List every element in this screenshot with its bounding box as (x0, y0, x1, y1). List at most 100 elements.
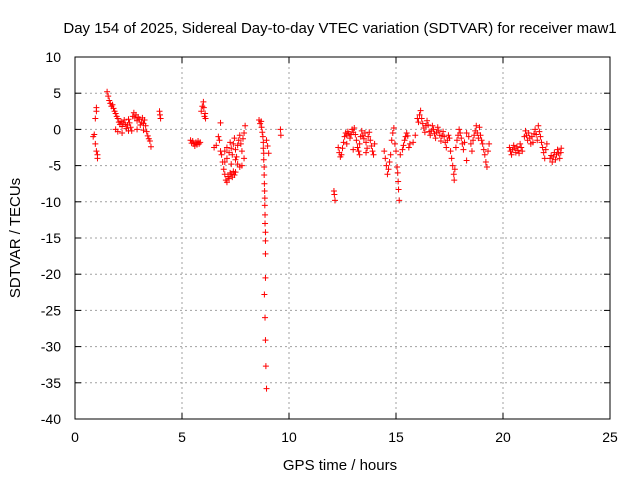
data-point (417, 107, 424, 114)
data-point (532, 126, 539, 133)
data-point (264, 143, 271, 150)
data-point (391, 140, 398, 147)
data-point (558, 145, 565, 152)
data-point (262, 220, 269, 227)
data-point (395, 178, 402, 185)
data-point (277, 126, 284, 133)
data-point (262, 237, 269, 244)
data-point (432, 135, 439, 142)
y-axis-label: SDTVAR / TECUs (7, 178, 24, 298)
data-point (339, 145, 346, 152)
data-point (92, 140, 99, 147)
data-point (429, 122, 436, 129)
data-point (508, 151, 515, 158)
data-point (450, 171, 457, 178)
data-point (542, 146, 549, 153)
data-point (361, 130, 368, 137)
data-point (147, 143, 154, 150)
data-point (456, 126, 463, 133)
data-point (400, 142, 407, 149)
data-point (106, 97, 113, 104)
data-point (241, 155, 248, 162)
data-point (119, 123, 126, 130)
data-point (262, 314, 269, 321)
data-point (261, 291, 268, 298)
data-point (144, 132, 151, 139)
data-point (419, 120, 426, 127)
data-point (406, 140, 413, 147)
data-point (355, 148, 362, 155)
data-point (125, 116, 132, 123)
data-point (202, 110, 209, 117)
data-point (112, 110, 119, 117)
data-point (525, 130, 532, 137)
data-point (352, 131, 359, 138)
data-point (260, 156, 267, 163)
data-point (241, 130, 248, 137)
data-point (440, 128, 447, 135)
x-tick-label: 5 (178, 429, 186, 445)
y-tick-label: -25 (41, 302, 61, 318)
data-point (200, 104, 207, 111)
data-point (262, 363, 269, 370)
data-point (259, 133, 266, 140)
data-point (554, 146, 561, 153)
data-point (441, 133, 448, 140)
data-point (261, 180, 268, 187)
data-point (263, 137, 270, 144)
data-point (404, 132, 411, 139)
data-point (363, 149, 370, 156)
data-point (399, 146, 406, 153)
data-point (232, 156, 239, 163)
data-point (234, 142, 241, 149)
data-point (338, 151, 345, 158)
data-point (260, 145, 267, 152)
data-point (383, 162, 390, 169)
data-point (448, 155, 455, 162)
data-point (537, 133, 544, 140)
data-point (230, 140, 237, 147)
data-point (453, 137, 460, 144)
data-point (483, 164, 490, 171)
x-tick-label: 10 (281, 429, 297, 445)
data-point (535, 122, 542, 129)
data-point (425, 122, 432, 129)
x-tick-label: 20 (495, 429, 511, 445)
data-point (229, 151, 236, 158)
data-point (351, 124, 358, 131)
data-point (92, 115, 99, 122)
data-point (91, 131, 98, 138)
data-point (360, 135, 367, 142)
data-point (263, 385, 270, 392)
data-point (343, 140, 350, 147)
x-axis-label: GPS time / hours (283, 457, 397, 474)
data-point (215, 133, 222, 140)
data-point (437, 137, 444, 144)
data-point (262, 337, 269, 344)
data-point (541, 155, 548, 162)
data-point (157, 115, 164, 122)
data-point (385, 166, 392, 173)
data-point (228, 145, 235, 152)
data-point (226, 149, 233, 156)
data-point (114, 128, 121, 135)
data-point (231, 172, 238, 179)
y-tick-label: -35 (41, 375, 61, 391)
data-point (114, 115, 121, 122)
data-point (368, 143, 375, 150)
data-point (363, 139, 370, 146)
data-point (485, 148, 492, 155)
data-point (481, 151, 488, 158)
data-point (434, 124, 441, 131)
data-point (517, 140, 524, 147)
data-point (556, 155, 563, 162)
data-point (394, 169, 401, 176)
data-point (478, 137, 485, 144)
data-point (197, 139, 204, 146)
data-point (104, 88, 111, 95)
data-point (237, 140, 244, 147)
x-tick-labels: 0 5 10 15 20 25 (71, 429, 618, 445)
data-point (228, 161, 235, 168)
data-point (384, 171, 391, 178)
data-point (259, 129, 266, 136)
